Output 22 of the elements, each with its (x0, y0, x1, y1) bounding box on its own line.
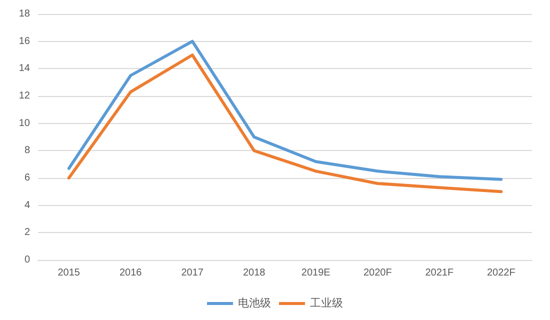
x-tick-label: 2015 (58, 268, 80, 278)
y-tick-label: 10 (18, 118, 30, 129)
y-tick-label: 14 (18, 63, 30, 74)
legend-label: 工业级 (310, 296, 343, 310)
x-tick-label: 2022F (486, 268, 516, 278)
y-tick-label: 6 (24, 172, 30, 184)
legend-label: 电池级 (238, 296, 271, 310)
x-tick-label: 2016 (120, 268, 142, 278)
y-tick-label: 8 (24, 145, 30, 156)
y-tick-label: 12 (18, 90, 30, 102)
x-tick-label: 2018 (243, 268, 266, 278)
line-series (67, 40, 503, 181)
x-tick-label: 2019E (301, 268, 331, 278)
x-tick-label: 2020F (363, 268, 392, 278)
y-tick-label: 18 (18, 8, 30, 20)
y-tick-label: 2 (24, 227, 30, 238)
x-tick-label: 2017 (181, 268, 204, 278)
y-tick-label: 4 (24, 200, 30, 211)
y-tick-label: 16 (18, 36, 30, 47)
x-tick-label: 2021F (425, 268, 454, 278)
y-tick-label: 0 (24, 254, 30, 266)
line-series (67, 54, 503, 194)
